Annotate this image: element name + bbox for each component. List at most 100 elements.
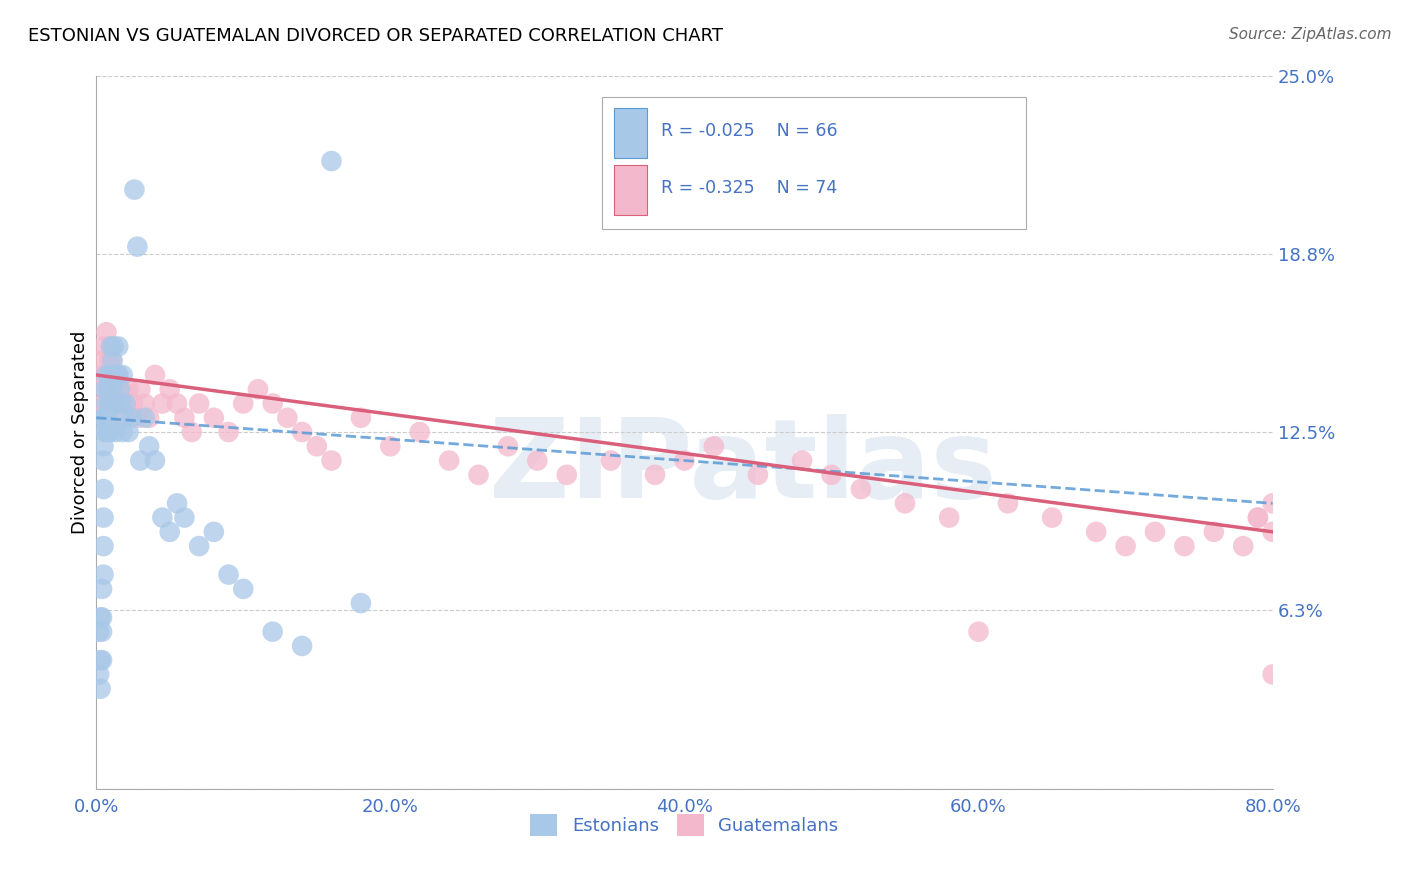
Point — [496, 439, 519, 453]
Point — [122, 396, 145, 410]
Point — [138, 439, 160, 453]
Point — [180, 425, 202, 439]
Point — [262, 624, 284, 639]
Point — [1143, 524, 1166, 539]
Point — [143, 453, 166, 467]
Point — [938, 510, 960, 524]
Point — [166, 496, 188, 510]
Point — [1247, 510, 1270, 524]
FancyBboxPatch shape — [602, 97, 1025, 229]
Point — [96, 368, 118, 382]
Point — [350, 410, 373, 425]
Point — [409, 425, 432, 439]
Point — [100, 339, 122, 353]
Point — [188, 539, 211, 553]
Point — [276, 410, 298, 425]
Point — [467, 467, 489, 482]
Point — [93, 453, 115, 467]
Point — [101, 353, 124, 368]
Point — [97, 382, 120, 396]
Y-axis label: Divorced or Separated: Divorced or Separated — [72, 330, 89, 533]
Point — [555, 467, 578, 482]
Point — [291, 425, 314, 439]
Point — [166, 396, 188, 410]
Point — [1247, 510, 1270, 524]
Point — [121, 410, 143, 425]
Point — [188, 396, 211, 410]
Point — [437, 453, 460, 467]
Point — [321, 453, 343, 467]
Point — [246, 382, 269, 396]
Point — [91, 624, 114, 639]
Point — [98, 353, 121, 368]
Point — [1085, 524, 1108, 539]
Point — [1202, 524, 1225, 539]
Point — [218, 567, 240, 582]
Point — [108, 382, 131, 396]
Point — [111, 368, 134, 382]
Point — [104, 396, 127, 410]
Point — [107, 368, 129, 382]
Point — [105, 396, 128, 410]
Point — [90, 353, 112, 368]
Point — [232, 396, 254, 410]
Point — [202, 410, 225, 425]
Point — [202, 524, 225, 539]
FancyBboxPatch shape — [614, 108, 647, 158]
Point — [218, 425, 240, 439]
Point — [380, 439, 402, 453]
Point — [107, 339, 129, 353]
Point — [127, 410, 149, 425]
Point — [159, 524, 181, 539]
Point — [849, 482, 872, 496]
Point — [97, 368, 120, 382]
Point — [1261, 524, 1284, 539]
Point — [100, 368, 122, 382]
Point — [98, 425, 121, 439]
Point — [96, 396, 118, 410]
Text: R = -0.025    N = 66: R = -0.025 N = 66 — [661, 122, 838, 140]
Point — [111, 410, 134, 425]
Point — [1261, 667, 1284, 681]
Point — [644, 467, 666, 482]
Point — [173, 510, 195, 524]
Point — [673, 453, 696, 467]
Point — [105, 382, 128, 396]
Point — [98, 368, 121, 382]
Point — [105, 368, 128, 382]
Point — [526, 453, 548, 467]
Point — [150, 510, 173, 524]
Point — [94, 410, 117, 425]
Point — [1040, 510, 1063, 524]
Point — [110, 382, 132, 396]
Point — [98, 396, 121, 410]
Text: Source: ZipAtlas.com: Source: ZipAtlas.com — [1229, 27, 1392, 42]
Point — [262, 396, 284, 410]
Point — [97, 410, 120, 425]
Point — [93, 410, 115, 425]
Point — [93, 510, 115, 524]
Point — [1232, 539, 1254, 553]
Point — [110, 396, 132, 410]
Point — [91, 610, 114, 624]
Point — [91, 653, 114, 667]
Point — [127, 240, 149, 254]
Point — [100, 339, 122, 353]
Point — [90, 610, 112, 624]
Point — [107, 368, 129, 382]
Point — [114, 396, 136, 410]
Point — [150, 396, 173, 410]
Legend: Estonians, Guatemalans: Estonians, Guatemalans — [523, 807, 846, 844]
Point — [89, 624, 111, 639]
Point — [134, 410, 156, 425]
Point — [703, 439, 725, 453]
Point — [117, 425, 139, 439]
Point — [90, 681, 112, 696]
FancyBboxPatch shape — [614, 165, 647, 215]
Point — [89, 667, 111, 681]
Point — [93, 482, 115, 496]
Point — [1261, 496, 1284, 510]
Point — [91, 582, 114, 596]
Point — [91, 368, 114, 382]
Point — [108, 396, 131, 410]
